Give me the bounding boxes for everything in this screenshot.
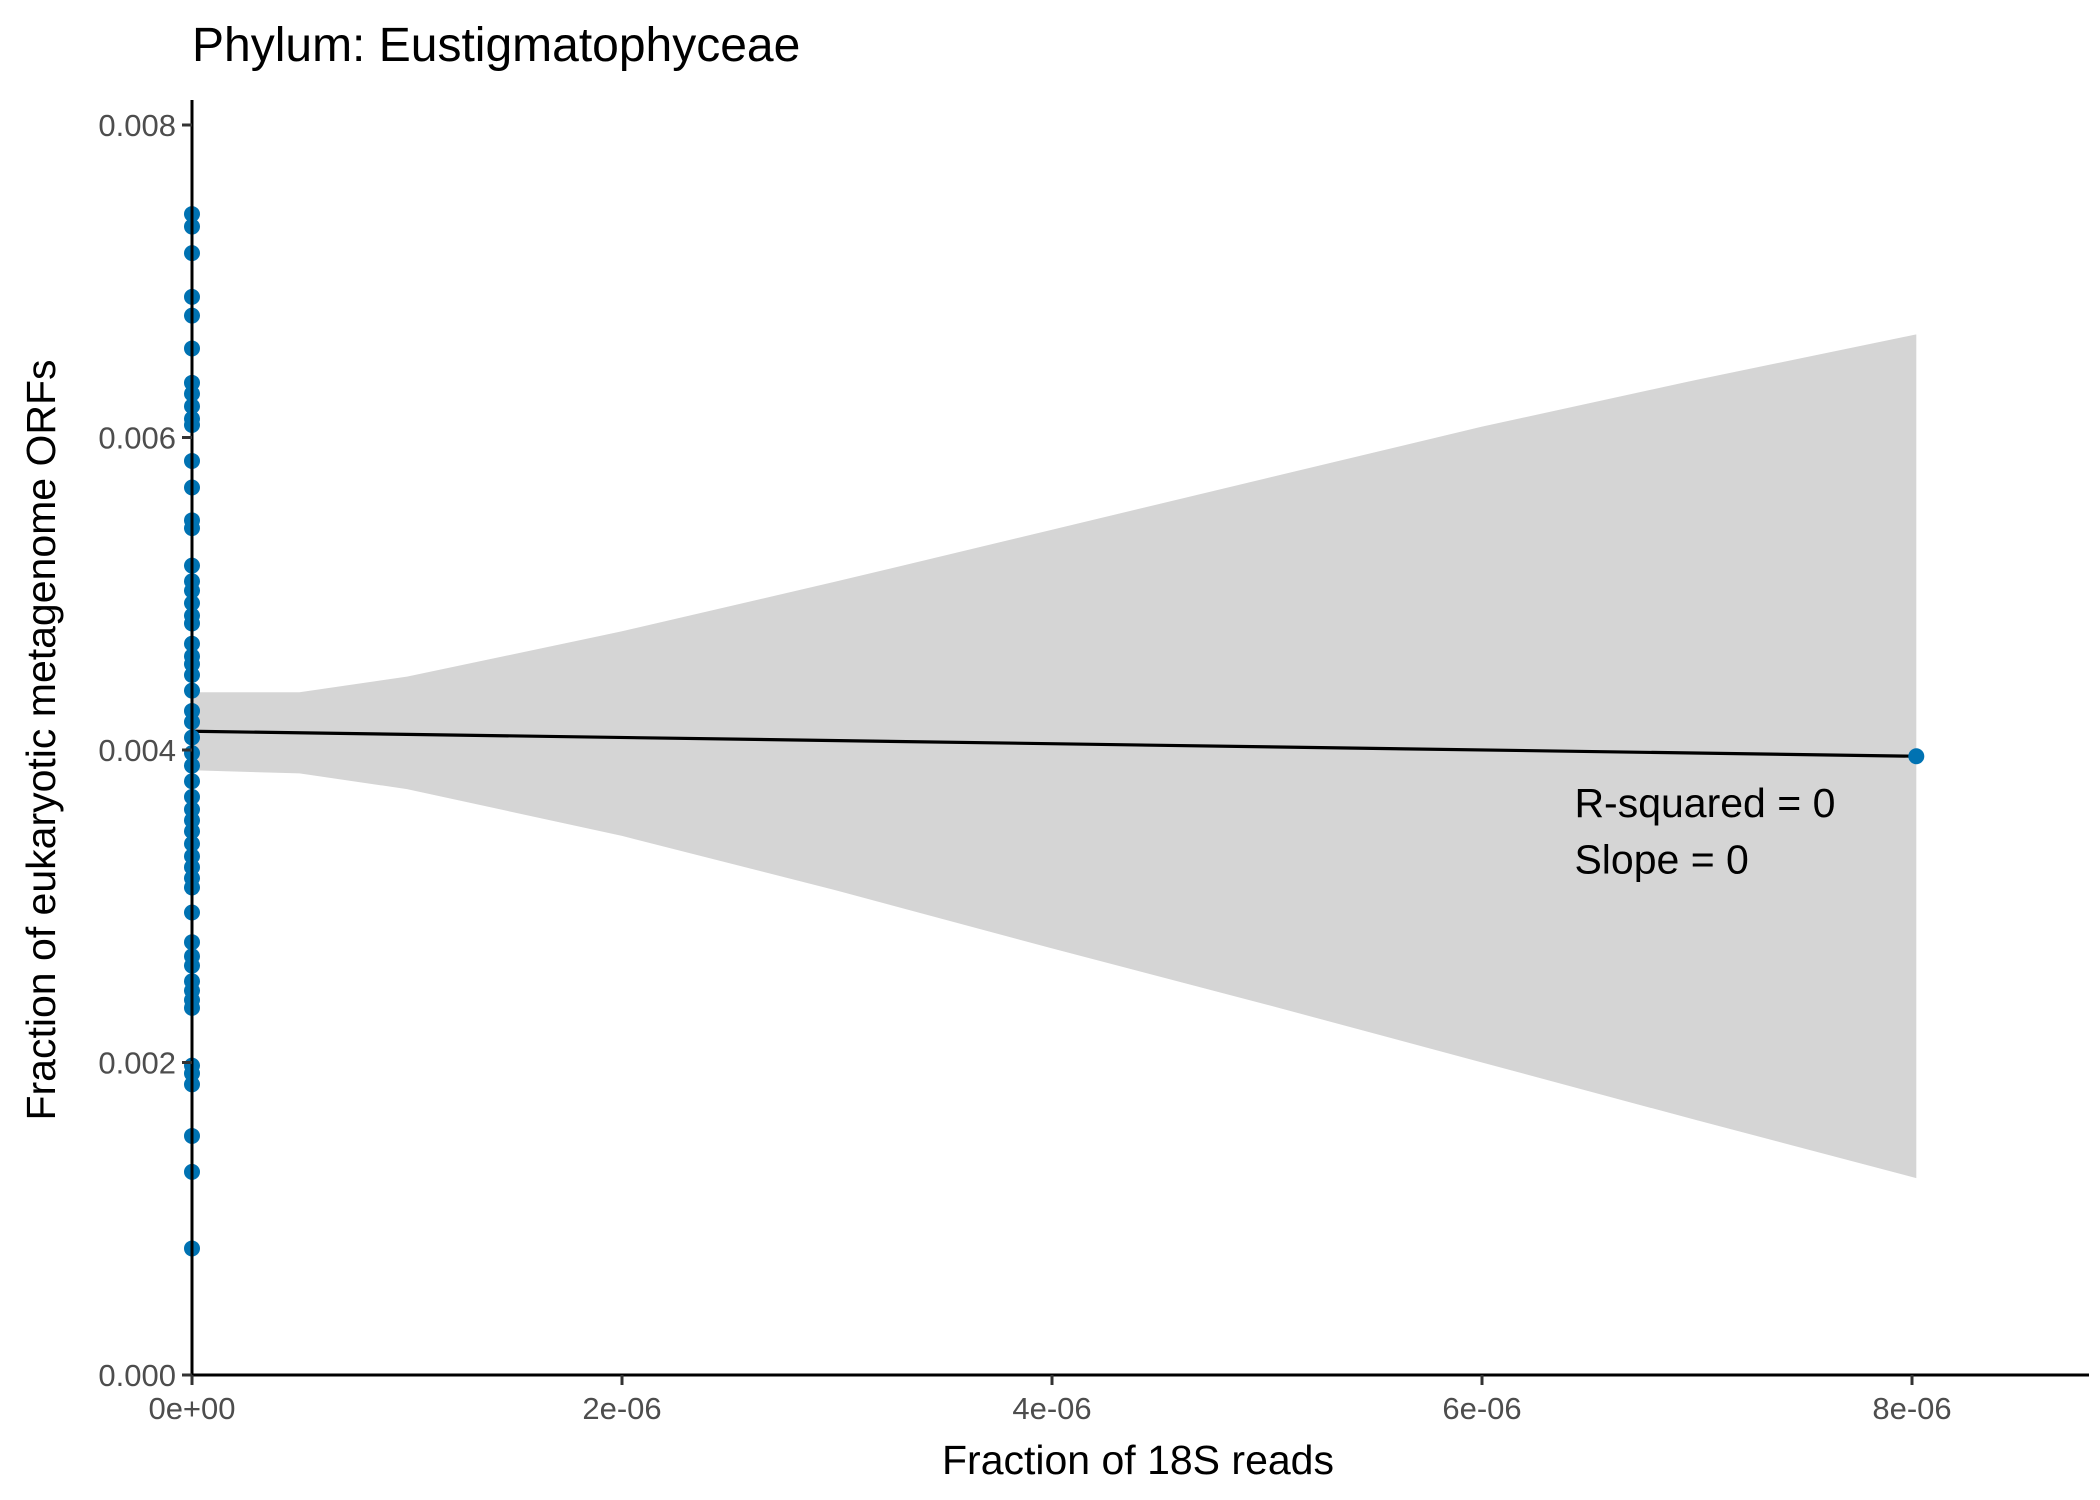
confidence-band-area	[192, 334, 1917, 1179]
data-point	[1908, 748, 1925, 765]
annotations: R-squared = 0 Slope = 0	[1574, 780, 1835, 882]
regression-line	[191, 729, 1917, 758]
x-tick-label: 8e-06	[1872, 1391, 1951, 1426]
annotation-text: Slope = 0	[1574, 836, 1748, 882]
x-tick-label: 6e-06	[1442, 1391, 1521, 1426]
chart-title: Phylum: Eustigmatophyceae	[192, 19, 800, 72]
x-tick-label: 2e-06	[582, 1391, 661, 1426]
fit-line	[191, 729, 1917, 758]
x-tick-label: 0e+00	[148, 1391, 235, 1426]
x-tick-label: 4e-06	[1012, 1391, 1091, 1426]
y-tick-label: 0.000	[98, 1358, 176, 1393]
y-axis-title: Fraction of eukaryotic metagenome ORFs	[18, 359, 64, 1120]
y-tick-label: 0.008	[98, 108, 176, 143]
y-tick-label: 0.006	[98, 421, 176, 456]
y-tick-label: 0.002	[98, 1046, 176, 1081]
axes: 0e+00 2e-06 4e-06 6e-06 8e-06 0.000 0.002 0.004…	[98, 100, 2089, 1426]
confidence-band	[192, 334, 1917, 1179]
annotation-text: R-squared = 0	[1574, 780, 1835, 826]
x-axis-title: Fraction of 18S reads	[942, 1437, 1334, 1483]
y-tick-label: 0.004	[98, 733, 176, 768]
